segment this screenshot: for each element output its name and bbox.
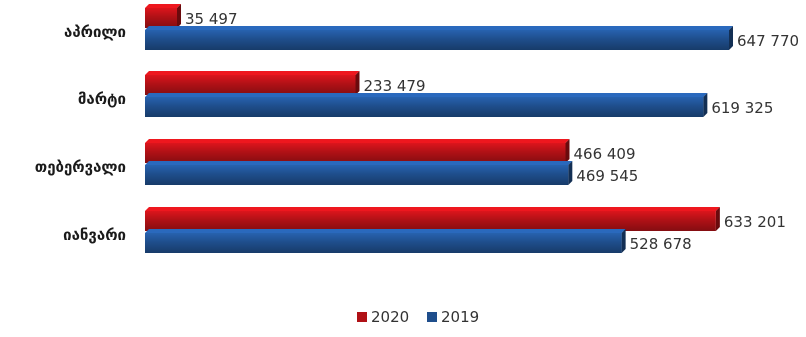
bar-front-face bbox=[145, 30, 729, 50]
data-label: 35 497 bbox=[185, 10, 238, 28]
data-label: 528 678 bbox=[630, 235, 692, 253]
bar-2020 bbox=[145, 207, 720, 231]
bars-layer bbox=[145, 4, 733, 253]
bar-side-face bbox=[565, 139, 570, 163]
legend-label-2019: 2019 bbox=[441, 308, 479, 326]
category-label: მარტი bbox=[78, 90, 126, 108]
bar-2020 bbox=[145, 4, 182, 28]
bar-side-face bbox=[715, 207, 720, 231]
bar-2020 bbox=[145, 71, 360, 95]
bar-top-face bbox=[145, 207, 720, 211]
data-label: 647 770 bbox=[737, 32, 799, 50]
bar-front-face bbox=[145, 143, 566, 163]
bar-top-face bbox=[145, 229, 626, 233]
category-label: იანვარი bbox=[63, 226, 126, 244]
bar-side-face bbox=[621, 229, 626, 253]
data-label: 619 325 bbox=[711, 99, 773, 117]
bar-front-face bbox=[145, 211, 716, 231]
data-label: 633 201 bbox=[724, 213, 786, 231]
bar-top-face bbox=[145, 4, 182, 8]
bar-2019 bbox=[145, 229, 626, 253]
labels-layer: აპრილი 35 497 647 770 მარტი 233 479 619 325 თე… bbox=[35, 10, 799, 253]
legend: 2020 2019 bbox=[357, 308, 479, 326]
bar-front-face bbox=[145, 75, 356, 95]
bar-top-face bbox=[145, 139, 570, 143]
bar-front-face bbox=[145, 233, 622, 253]
legend-swatch-2020 bbox=[357, 312, 367, 322]
category-label: აპრილი bbox=[64, 23, 126, 41]
bar-front-face bbox=[145, 165, 569, 185]
legend-swatch-2019 bbox=[427, 312, 437, 322]
bar-top-face bbox=[145, 71, 360, 75]
bar-2019 bbox=[145, 161, 573, 185]
category-label: თებერვალი bbox=[35, 158, 126, 176]
data-label: 233 479 bbox=[363, 77, 425, 95]
bar-side-face bbox=[177, 4, 182, 28]
bar-2019 bbox=[145, 93, 708, 117]
bar-side-face bbox=[355, 71, 360, 95]
bar-top-face bbox=[145, 93, 708, 97]
bar-top-face bbox=[145, 26, 733, 30]
legend-label-2020: 2020 bbox=[371, 308, 409, 326]
bar-side-face bbox=[729, 26, 733, 50]
data-label: 469 545 bbox=[576, 167, 638, 185]
bar-side-face bbox=[568, 161, 573, 185]
bar-2019 bbox=[145, 26, 733, 50]
bar-front-face bbox=[145, 8, 178, 28]
bar-2020 bbox=[145, 139, 570, 163]
bar-side-face bbox=[703, 93, 708, 117]
bar-top-face bbox=[145, 161, 573, 165]
data-label: 466 409 bbox=[573, 145, 635, 163]
bar-front-face bbox=[145, 97, 704, 117]
